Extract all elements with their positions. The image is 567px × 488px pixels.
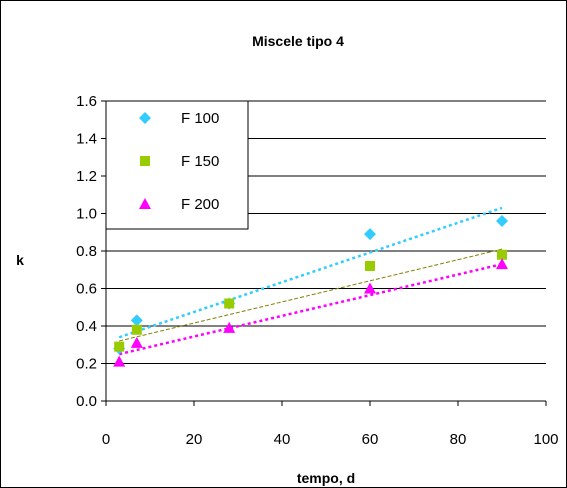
x-tick-label: 20	[186, 431, 203, 448]
trendlines	[118, 206, 503, 356]
x-tick-label: 60	[362, 431, 379, 448]
data-point-f-150	[114, 341, 125, 352]
legend-marker-f-150	[140, 156, 150, 166]
data-point-f-200	[130, 336, 143, 348]
x-tick-label: 0	[102, 431, 110, 448]
chart-title: Miscele tipo 4	[252, 33, 344, 49]
data-point-f-150	[224, 298, 235, 309]
trendline-f-100	[118, 206, 503, 339]
data-point-f-100	[364, 228, 376, 241]
y-tick-label: 0.4	[76, 318, 97, 335]
legend-label-f-100: F 100	[181, 110, 219, 127]
x-tick-label: 40	[274, 431, 291, 448]
data-point-f-200	[113, 355, 126, 367]
data-point-f-150	[365, 261, 375, 271]
y-tick-label: 1.2	[76, 168, 97, 185]
legend-label-f-150: F 150	[181, 153, 219, 170]
trendline-f-200	[118, 262, 503, 356]
x-tick-label: 100	[533, 431, 558, 448]
data-point-f-200	[364, 282, 376, 294]
legend-marker-f-200	[139, 198, 151, 209]
y-axis-label: k	[16, 252, 24, 268]
data-point-f-100	[496, 215, 508, 227]
trendline-f-150	[119, 248, 503, 342]
data-point-f-100	[130, 314, 143, 327]
data-markers	[113, 215, 508, 367]
y-tick-label: 1.4	[76, 131, 97, 148]
data-point-f-150	[497, 249, 507, 260]
y-tick-label: 1.6	[76, 93, 97, 110]
data-point-f-200	[223, 321, 236, 333]
x-axis-label: tempo, d	[297, 470, 355, 486]
y-tick-label: 1.0	[76, 206, 97, 223]
y-tick-label: 0.0	[76, 393, 97, 410]
y-tick-label: 0.6	[76, 281, 97, 298]
data-point-f-200	[496, 258, 508, 270]
x-tick-label: 80	[450, 431, 467, 448]
legend: F 100 F 150 F 200	[105, 100, 249, 230]
y-tick-label: 0.2	[76, 356, 97, 373]
legend-box	[105, 100, 249, 230]
y-tick-label: 0.8	[76, 243, 97, 260]
legend-label-f-200: F 200	[181, 196, 219, 213]
legend-marker-f-100	[139, 112, 151, 124]
data-point-f-150	[131, 324, 142, 335]
